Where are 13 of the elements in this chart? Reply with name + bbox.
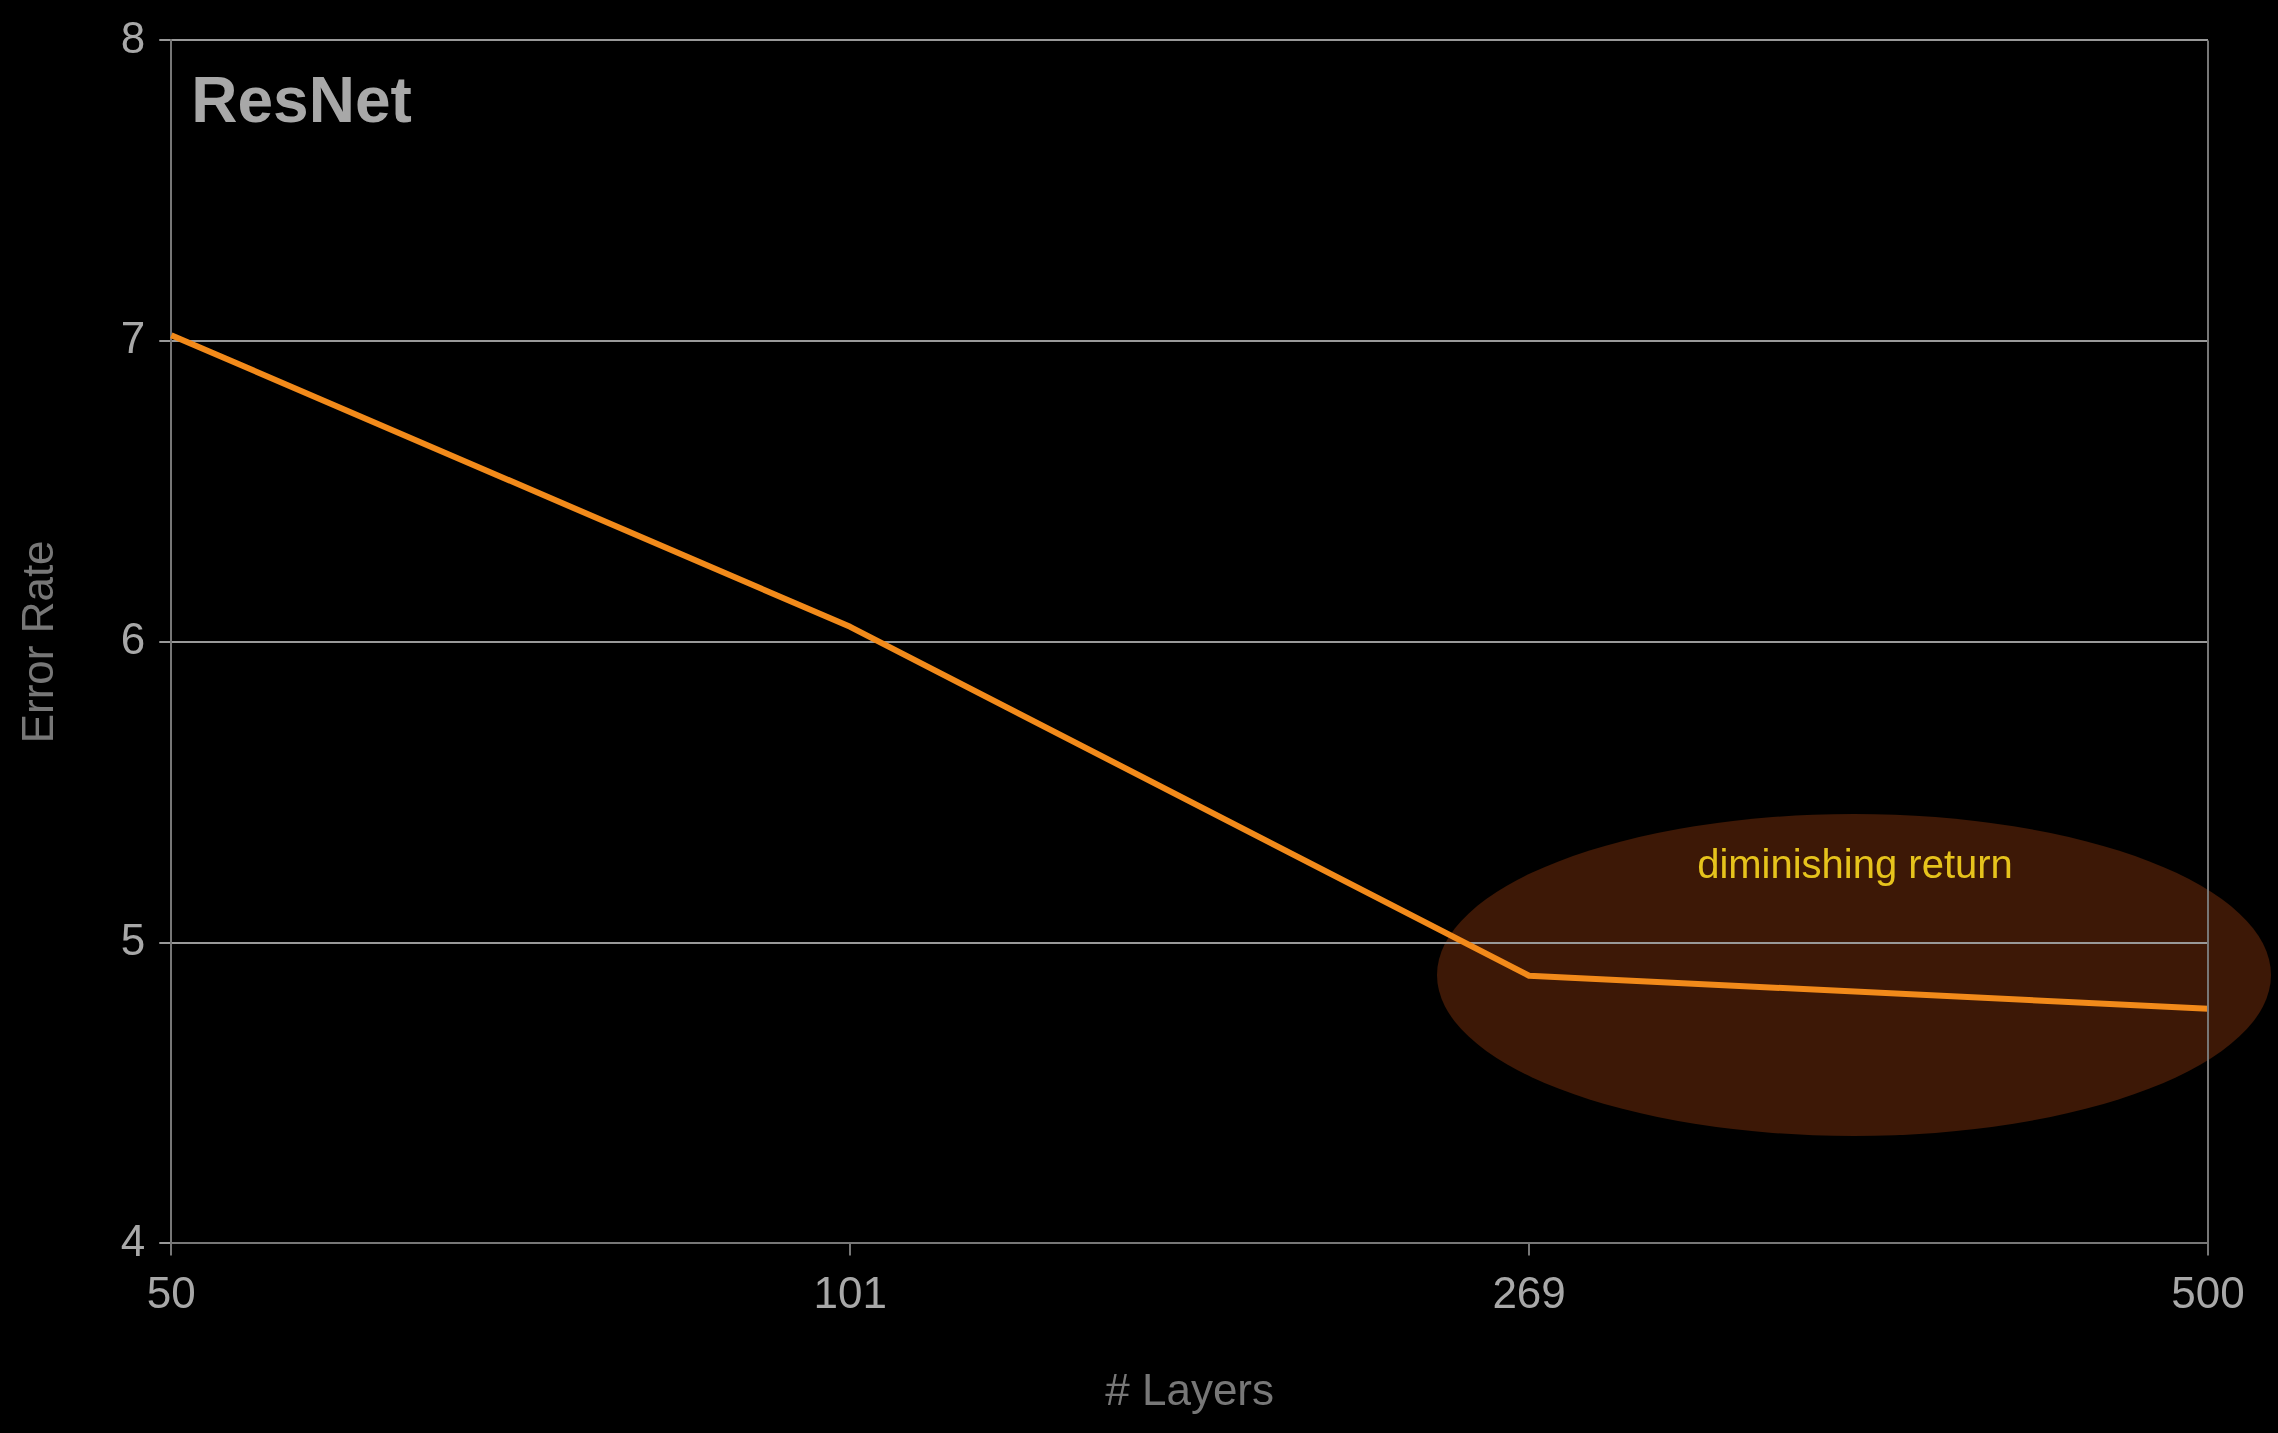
y-axis-title: Error Rate (12, 540, 62, 744)
x-tick-label: 269 (1492, 1267, 1566, 1317)
x-tick-label: 50 (146, 1267, 196, 1317)
y-tick-label: 8 (120, 12, 146, 62)
x-axis-title: # Layers (1105, 1364, 1275, 1414)
y-tick-label: 4 (120, 1215, 146, 1265)
y-tick-label: 5 (120, 914, 146, 964)
y-tick-label: 6 (120, 614, 146, 664)
annotation: diminishing return (1696, 841, 2014, 888)
x-tick-label: 101 (813, 1267, 887, 1317)
chart-title: ResNet (191, 64, 412, 137)
y-tick-label: 7 (120, 313, 146, 363)
x-tick-label: 500 (2171, 1267, 2245, 1317)
